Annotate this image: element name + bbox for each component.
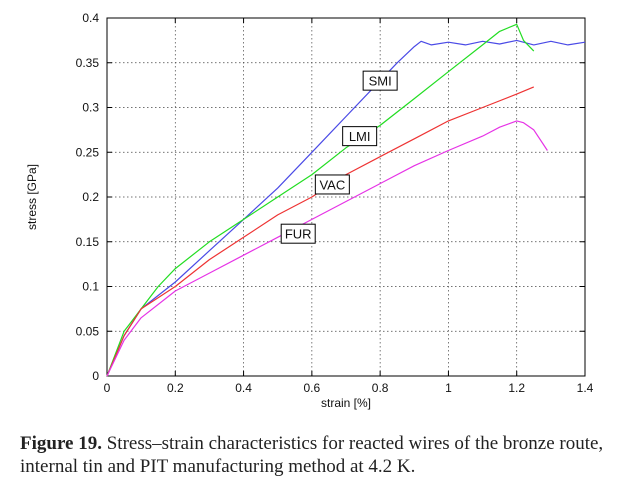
annotation-lmi: LMI xyxy=(342,126,378,147)
plot-area xyxy=(106,17,586,377)
annotation-box xyxy=(280,223,316,244)
x-tick-label: 0.4 xyxy=(235,381,252,395)
x-tick-label: 1.4 xyxy=(577,381,594,395)
figure-caption: Figure 19. Stress–strain characteristics… xyxy=(20,432,610,478)
y-tick-label: 0.2 xyxy=(82,190,99,204)
x-tick-label: 0.8 xyxy=(372,381,389,395)
annotation-box xyxy=(342,126,378,147)
x-tick-label: 0.2 xyxy=(167,381,184,395)
annotation-box xyxy=(362,70,398,91)
series-lines xyxy=(106,23,586,377)
y-tick-label: 0.05 xyxy=(76,324,100,338)
y-tick-label: 0.1 xyxy=(82,280,99,294)
annotation-fur: FUR xyxy=(280,223,316,244)
annotation-label: LMI xyxy=(349,129,371,144)
series-line-lmi xyxy=(106,23,535,377)
y-tick-label: 0.15 xyxy=(76,235,100,249)
caption-text: Stress–strain characteristics for reacte… xyxy=(20,433,604,477)
annotation-box xyxy=(314,174,350,195)
y-tick-label: 0.4 xyxy=(82,11,99,25)
y-tick-labels: 0 0.05 0.1 0.15 0.2 0.25 0.3 0.35 0.4 xyxy=(76,11,100,383)
y-tick-label: 0.25 xyxy=(76,145,100,159)
series-line-vac xyxy=(106,86,535,377)
y-tick-label: 0.35 xyxy=(76,56,100,70)
grid xyxy=(106,17,586,377)
caption-label: Figure 19. xyxy=(20,433,102,454)
stress-strain-chart: 0 0.2 0.4 0.6 0.8 1 1.2 1.4 0 0.05 0.1 0.15 0.2 0.25… xyxy=(25,11,594,410)
x-tick-label: 0.6 xyxy=(304,381,321,395)
annotations: SMI LMI VAC FUR xyxy=(280,70,398,244)
y-tick-label: 0 xyxy=(92,369,99,383)
annotation-smi: SMI xyxy=(362,70,398,91)
y-tick-label: 0.3 xyxy=(82,101,99,115)
annotation-label: VAC xyxy=(319,177,345,192)
annotation-label: FUR xyxy=(285,227,312,242)
x-axis-label: strain [%] xyxy=(321,396,371,410)
annotation-label: SMI xyxy=(369,74,392,89)
x-tick-labels: 0 0.2 0.4 0.6 0.8 1 1.2 1.4 xyxy=(104,381,594,395)
y-axis-label: stress [GPa] xyxy=(25,164,39,230)
series-line-fur xyxy=(106,120,548,377)
x-tick-label: 1 xyxy=(445,381,452,395)
x-tick-label: 0 xyxy=(104,381,111,395)
series-line-smi xyxy=(106,39,586,377)
x-tick-label: 1.2 xyxy=(508,381,525,395)
annotation-vac: VAC xyxy=(314,174,350,195)
